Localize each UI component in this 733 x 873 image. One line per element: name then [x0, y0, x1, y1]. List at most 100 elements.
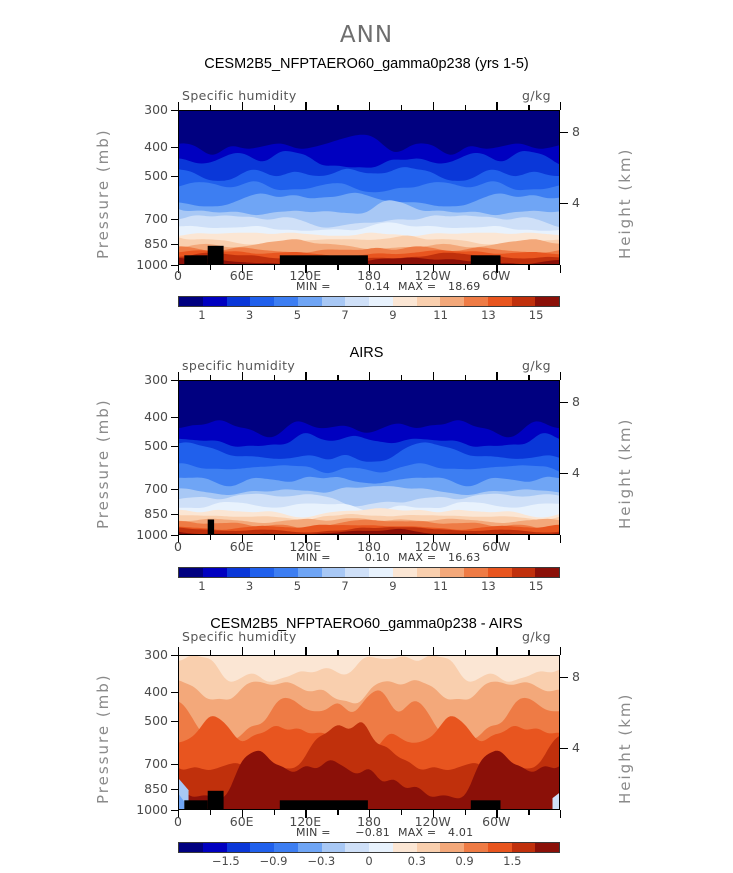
longitude-major-tick: [432, 810, 435, 818]
colorbar-swatch: [369, 843, 393, 852]
longitude-major-tick-top: [432, 102, 435, 110]
longitude-major-tick: [241, 265, 244, 273]
colorbar-swatch: [511, 568, 536, 577]
colorbar-tick-label: 13: [481, 579, 496, 593]
colorbar-swatch: [179, 297, 203, 306]
panel-units-label-3: g/kg: [522, 629, 551, 644]
pressure-tick-label: 300: [144, 647, 168, 662]
colorbar-swatch: [274, 568, 298, 577]
longitude-minor-tick: [337, 535, 339, 540]
colorbar-tick-label: 7: [341, 579, 349, 593]
longitude-minor-tick: [209, 265, 212, 270]
longitude-major-tick-top: [496, 647, 498, 655]
colorbar-panel-1[interactable]: [178, 296, 560, 307]
pressure-tick-mark: [171, 655, 178, 657]
max-label-1: MAX =: [398, 280, 437, 293]
height-tick-mark: [560, 202, 568, 204]
longitude-major-tick-top: [241, 647, 244, 655]
pressure-axis-title-2: Pressure (mb): [94, 398, 112, 529]
longitude-tick-label: 120E: [289, 539, 322, 554]
longitude-major-tick: [369, 535, 371, 543]
pressure-tick-label: 500: [144, 167, 168, 183]
colorbar-swatch: [202, 297, 227, 306]
longitude-minor-tick-top: [464, 650, 466, 655]
panel-units-label-1: g/kg: [522, 88, 551, 103]
colorbar-tick-label: 11: [433, 579, 448, 593]
colorbar-swatch: [345, 297, 369, 306]
colorbar-tick-label: 7: [341, 308, 349, 322]
longitude-tick-label: 180: [357, 268, 381, 283]
longitude-minor-tick: [528, 265, 530, 270]
height-tick-label: 8: [572, 394, 580, 409]
longitude-minor-tick: [273, 265, 275, 270]
longitude-major-tick: [178, 265, 180, 273]
pressure-tick-mark: [171, 380, 178, 382]
pressure-tick-label: 850: [144, 781, 168, 797]
longitude-major-tick-top: [560, 102, 562, 110]
height-tick-label: 4: [572, 739, 580, 755]
colorbar-panel-2[interactable]: [178, 567, 560, 578]
pressure-tick-mark: [171, 810, 178, 812]
longitude-minor-tick-top: [209, 375, 212, 380]
pressure-tick-mark: [171, 445, 178, 448]
min-label-3: MIN =: [296, 826, 331, 839]
pressure-tick-label: 400: [144, 139, 168, 154]
colorbar-swatch: [202, 843, 227, 852]
longitude-major-tick: [241, 535, 244, 543]
colorbar-swatch: [511, 843, 536, 852]
height-tick-mark: [560, 402, 568, 404]
height-axis-title-2: Height (km): [616, 417, 634, 529]
longitude-minor-tick: [273, 810, 275, 815]
contour-plot-panel-2[interactable]: [178, 380, 560, 535]
longitude-major-tick: [369, 810, 371, 818]
longitude-tick-label: 180: [357, 539, 381, 554]
longitude-major-tick: [560, 810, 562, 818]
height-tick-mark: [560, 677, 568, 679]
min-value-2: 0.10: [364, 551, 390, 564]
pressure-tick-mark: [171, 219, 178, 221]
colorbar-swatch: [345, 843, 369, 852]
longitude-tick-label: 180: [357, 814, 381, 829]
colorbar-swatch: [297, 568, 322, 577]
longitude-major-tick: [305, 535, 307, 543]
longitude-minor-tick-top: [209, 105, 212, 110]
longitude-major-tick-top: [305, 102, 307, 110]
longitude-major-tick-top: [369, 647, 371, 655]
pressure-tick-mark: [171, 175, 178, 178]
colorbar-tick-label: 5: [293, 579, 302, 593]
longitude-minor-tick: [464, 535, 466, 540]
longitude-tick-label: 120E: [289, 268, 322, 283]
contour-plot-panel-1[interactable]: [178, 110, 560, 265]
colorbar-swatch: [416, 568, 441, 577]
colorbar-tick-label: 3: [245, 308, 254, 322]
longitude-tick-label: 60E: [229, 268, 254, 283]
colorbar-swatch: [416, 297, 441, 306]
pressure-axis-title-3: Pressure (mb): [94, 673, 112, 804]
longitude-major-tick-top: [241, 372, 244, 380]
pressure-tick-label: 300: [144, 372, 168, 387]
min-value-3: −0.81: [355, 826, 390, 839]
colorbar-swatch: [345, 568, 369, 577]
min-label-2: MIN =: [296, 551, 331, 564]
colorbar-swatch: [392, 297, 417, 306]
contour-plot-panel-3[interactable]: [178, 655, 560, 810]
colorbar-swatch: [321, 297, 346, 306]
pressure-tick-mark: [171, 489, 178, 491]
pressure-tick-mark: [171, 417, 178, 419]
longitude-major-tick-top: [432, 372, 435, 380]
pressure-tick-label: 1000: [136, 802, 168, 817]
longitude-major-tick-top: [496, 102, 498, 110]
longitude-minor-tick: [400, 535, 403, 540]
colorbar-swatch: [179, 568, 203, 577]
colorbar-tick-label: 1: [198, 308, 206, 322]
longitude-major-tick: [496, 265, 498, 273]
panel-title-2: AIRS: [349, 345, 384, 361]
colorbar-panel-3[interactable]: [178, 842, 560, 853]
pressure-tick-mark: [171, 789, 178, 791]
colorbar-swatch: [321, 568, 346, 577]
height-tick-label: 8: [572, 669, 580, 684]
colorbar-swatch: [392, 843, 417, 852]
colorbar-swatch: [464, 843, 488, 852]
colorbar-swatch: [487, 843, 512, 852]
longitude-minor-tick: [528, 810, 530, 815]
